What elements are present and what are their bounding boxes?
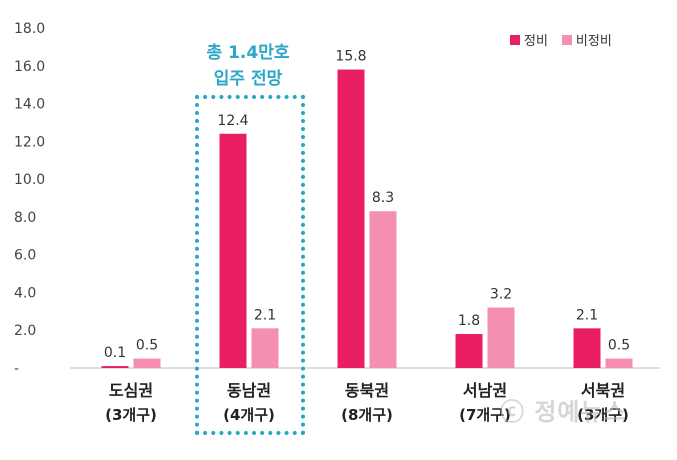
annotation-line-1: 총 1.4만호	[206, 43, 290, 63]
data-label: 12.4	[217, 113, 248, 129]
bar	[573, 328, 601, 368]
bar	[605, 358, 633, 368]
y-tick-label: 14.0	[14, 97, 45, 113]
x-tick-label: 서남권	[463, 381, 507, 400]
legend-item-series-1: 정비	[510, 30, 548, 49]
x-tick-sublabel: (3개구)	[105, 406, 157, 424]
data-label: 8.3	[372, 190, 394, 206]
y-tick-label: 10.0	[14, 172, 45, 188]
legend: 정비 비정비	[510, 30, 612, 49]
highlight-box	[195, 95, 305, 435]
legend-swatch-series-2	[561, 34, 572, 45]
x-tick-label: 도심권	[109, 381, 153, 400]
y-tick-label: 12.0	[14, 134, 45, 150]
bar	[455, 334, 483, 368]
data-label: 2.1	[576, 307, 598, 323]
data-label: 0.1	[104, 345, 126, 361]
legend-swatch-series-1	[510, 34, 520, 45]
y-tick-label: 4.0	[14, 285, 36, 301]
bar	[337, 69, 365, 369]
data-label: 2.1	[254, 307, 276, 323]
x-tick-sublabel: (8개구)	[341, 406, 393, 424]
data-label: 15.8	[335, 49, 366, 65]
bar	[133, 358, 161, 368]
y-tick-label: 6.0	[14, 248, 36, 264]
y-tick-label: 16.0	[14, 59, 45, 75]
data-label: 0.5	[608, 338, 630, 354]
watermark: ⓒ 정예뉴스	[500, 398, 627, 426]
x-tick-label: 동남권	[227, 381, 271, 400]
data-label: 1.8	[458, 313, 480, 329]
x-tick-sublabel: (4개구)	[223, 406, 275, 424]
bar	[487, 307, 515, 368]
annotation-line-2: 입주 전망	[213, 69, 283, 89]
data-label: 0.5	[136, 338, 158, 354]
x-tick-label: 서북권	[581, 381, 625, 400]
x-tick-sublabel: (7개구)	[459, 406, 511, 424]
bar	[101, 366, 129, 368]
y-tick-label: 18.0	[14, 21, 45, 37]
x-tick-sublabel: (3개구)	[577, 406, 629, 424]
legend-label-series-1: 정비	[524, 34, 548, 49]
highlight-annotation: 총 1.4만호 입주 전망	[190, 40, 306, 92]
y-tick-label: -	[14, 361, 19, 377]
bar	[251, 328, 279, 368]
legend-label-series-2: 비정비	[575, 34, 612, 49]
data-label: 3.2	[490, 287, 512, 303]
y-tick-label: 8.0	[14, 210, 36, 226]
y-tick-label: 2.0	[14, 323, 36, 339]
bar	[369, 211, 397, 368]
x-tick-label: 동북권	[345, 381, 389, 400]
legend-item-series-2: 비정비	[561, 30, 612, 49]
bar	[219, 133, 247, 368]
